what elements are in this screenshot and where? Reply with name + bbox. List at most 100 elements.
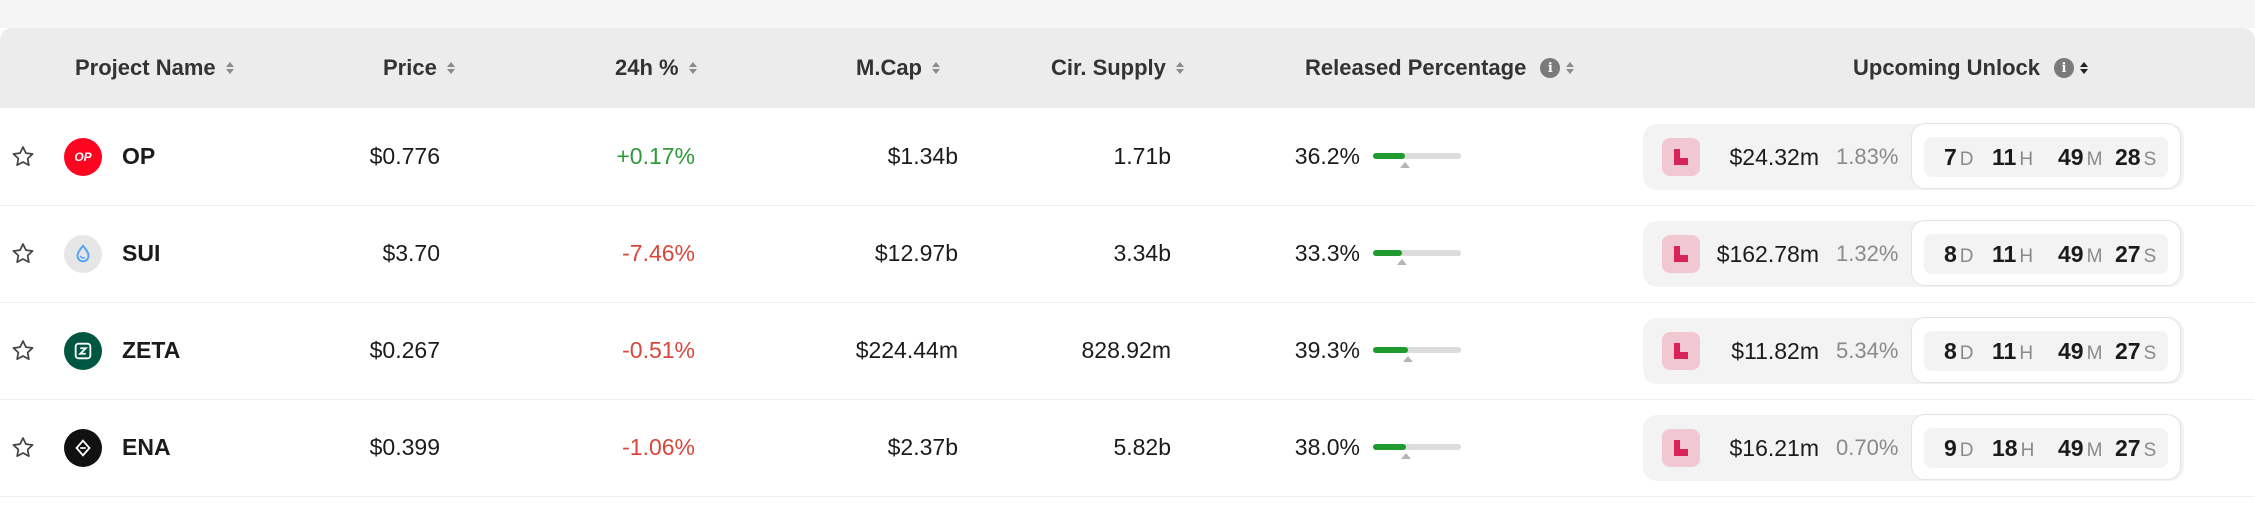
sui-logo-icon — [64, 235, 102, 273]
sort-icon[interactable] — [225, 62, 234, 74]
unlock-token-icon — [1662, 235, 1700, 273]
released-progress-marker — [1401, 453, 1411, 459]
favorite-star-icon[interactable] — [10, 302, 36, 399]
op-logo-text: OP — [74, 150, 92, 164]
change-24h-value: -0.51% — [622, 337, 695, 363]
released-progress-marker — [1400, 162, 1410, 168]
change-24h-value: +0.17% — [616, 143, 695, 169]
favorite-star-icon[interactable] — [10, 205, 36, 302]
released-progress-marker — [1403, 356, 1413, 362]
released-percentage-value: 38.0% — [1294, 434, 1360, 460]
token-symbol[interactable]: ZETA — [122, 337, 181, 363]
favorite-star-icon[interactable] — [10, 399, 36, 496]
unlock-token-icon — [1662, 429, 1700, 467]
countdown-seconds: 27 S — [2115, 338, 2157, 364]
unlock-value: $162.78m — [1716, 240, 1819, 267]
col-mcap[interactable]: M.Cap — [856, 28, 986, 108]
unlock-token-icon — [1662, 332, 1700, 370]
col-released-percentage[interactable]: Released Percentage i — [1305, 28, 1625, 108]
sort-icon[interactable] — [1175, 62, 1184, 74]
col-price[interactable]: Price — [383, 28, 513, 108]
table-row[interactable]: OP OP $0.776 +0.17% $1.34b 1.71b 36.2% $… — [0, 108, 2255, 206]
token-symbol[interactable]: ENA — [122, 434, 171, 460]
released-progress-fill — [1373, 153, 1405, 159]
table-row[interactable]: ENA $0.399 -1.06% $2.37b 5.82b 38.0% $16… — [0, 399, 2255, 497]
released-percentage-value: 33.3% — [1294, 240, 1360, 266]
released-percentage-value: 39.3% — [1294, 337, 1360, 363]
favorite-star-icon[interactable] — [10, 108, 36, 205]
mcap-value: $1.34b — [887, 143, 958, 169]
token-symbol[interactable]: OP — [122, 143, 156, 169]
released-progress-fill — [1373, 250, 1402, 256]
countdown-hours: 18 H — [1992, 435, 2035, 461]
unlock-token-icon — [1662, 138, 1700, 176]
countdown-minutes: 49 M — [2058, 144, 2103, 170]
cir-supply-value: 5.82b — [1113, 434, 1171, 460]
released-progress-bar — [1373, 347, 1461, 362]
countdown-hours: 11 H — [1992, 144, 2034, 170]
countdown-hours: 11 H — [1992, 241, 2034, 267]
mcap-value: $12.97b — [874, 240, 958, 266]
released-progress-bar — [1373, 153, 1461, 168]
released-progress-bar — [1373, 250, 1461, 265]
sort-icon[interactable] — [2080, 62, 2089, 74]
price-value: $0.776 — [369, 143, 440, 169]
col-24h-change[interactable]: 24h % — [615, 28, 745, 108]
change-24h-value: -1.06% — [622, 434, 695, 460]
countdown-minutes: 49 M — [2058, 338, 2103, 364]
countdown-minutes: 49 M — [2058, 435, 2103, 461]
token-symbol[interactable]: SUI — [122, 240, 161, 266]
released-percentage-value: 36.2% — [1294, 143, 1360, 169]
unlock-percentage: 5.34% — [1836, 338, 1899, 363]
op-logo-icon: OP — [64, 138, 102, 176]
unlock-value: $16.21m — [1729, 434, 1819, 461]
col-cir-supply[interactable]: Cir. Supply — [1051, 28, 1251, 108]
unlock-value: $11.82m — [1731, 337, 1819, 364]
countdown-minutes: 49 M — [2058, 241, 2103, 267]
released-progress-fill — [1373, 444, 1406, 450]
countdown-seconds: 28 S — [2115, 144, 2157, 170]
unlock-percentage: 1.32% — [1836, 241, 1899, 266]
countdown-seconds: 27 S — [2115, 241, 2157, 267]
released-progress-marker — [1397, 259, 1407, 265]
mcap-value: $2.37b — [887, 434, 958, 460]
released-progress-bar — [1373, 444, 1461, 459]
change-24h-value: -7.46% — [622, 240, 695, 266]
countdown-seconds: 27 S — [2115, 435, 2157, 461]
col-upcoming-unlock[interactable]: Upcoming Unlock i — [1853, 28, 2113, 108]
countdown-hours: 11 H — [1992, 338, 2034, 364]
mcap-value: $224.44m — [855, 337, 958, 363]
unlock-percentage: 1.83% — [1836, 144, 1899, 169]
sort-icon[interactable] — [688, 62, 697, 74]
price-value: $3.70 — [382, 240, 440, 266]
unlock-value: $24.32m — [1729, 143, 1819, 170]
unlock-percentage: 0.70% — [1836, 435, 1899, 460]
price-value: $0.267 — [369, 337, 440, 363]
sort-icon[interactable] — [1566, 62, 1575, 74]
sort-icon[interactable] — [446, 62, 455, 74]
info-icon[interactable]: i — [2054, 58, 2075, 78]
cir-supply-value: 1.71b — [1113, 143, 1171, 169]
table-row[interactable]: ZETA $0.267 -0.51% $224.44m 828.92m 39.3… — [0, 302, 2255, 400]
info-icon[interactable]: i — [1540, 58, 1561, 78]
price-value: $0.399 — [369, 434, 440, 460]
col-project-name[interactable]: Project Name — [75, 28, 275, 108]
sort-icon[interactable] — [932, 62, 940, 74]
released-progress-fill — [1373, 347, 1408, 353]
cir-supply-value: 3.34b — [1113, 240, 1171, 266]
cir-supply-value: 828.92m — [1081, 337, 1171, 363]
ena-logo-icon — [64, 429, 102, 467]
table-row[interactable]: SUI $3.70 -7.46% $12.97b 3.34b 33.3% $16… — [0, 205, 2255, 303]
table-header: Project Name Price 24h % M.Cap Cir. Supp… — [0, 28, 2255, 108]
